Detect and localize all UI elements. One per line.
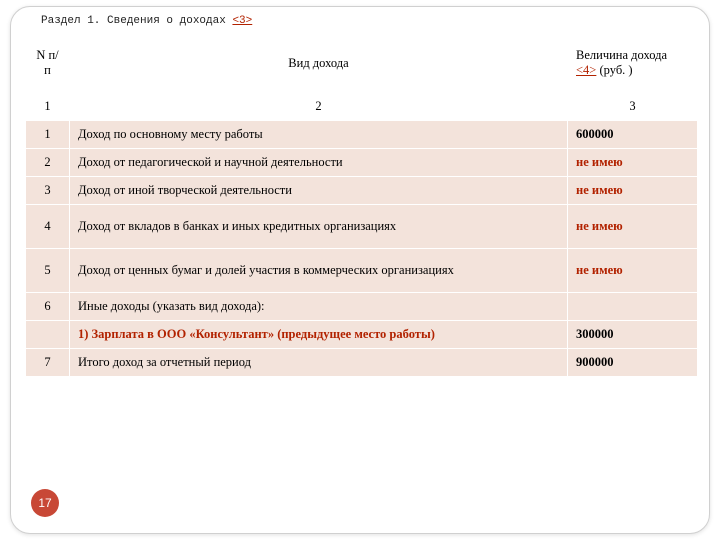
table-row: 2Доход от педагогической и научной деяте… (26, 149, 698, 177)
table-row: 5Доход от ценных бумаг и долей участия в… (26, 249, 698, 293)
col3-suffix: (руб. ) (596, 63, 632, 77)
row-number: 5 (26, 249, 70, 293)
numrow-c2: 2 (70, 93, 568, 121)
row-description: Доход от иной творческой деятельности (70, 177, 568, 205)
row-value: не имею (568, 177, 698, 205)
row-description: Доход по основному месту работы (70, 121, 568, 149)
row-number: 7 (26, 349, 70, 377)
heading-text: Раздел 1. Сведения о доходах (41, 15, 232, 27)
table-row: 7Итого доход за отчетный период900000 (26, 349, 698, 377)
row-value: 300000 (568, 321, 698, 349)
numrow-c3: 3 (568, 93, 698, 121)
row-value: не имею (568, 205, 698, 249)
row-description: 1) Зарплата в ООО «Консультант» (предыду… (70, 321, 568, 349)
table-row: 1) Зарплата в ООО «Консультант» (предыду… (26, 321, 698, 349)
row-value: не имею (568, 249, 698, 293)
row-number: 2 (26, 149, 70, 177)
numrow-c1: 1 (26, 93, 70, 121)
income-table: N п/п Вид дохода Величина дохода <4> (ру… (25, 37, 698, 377)
page-number-badge: 17 (31, 489, 59, 517)
row-number: 3 (26, 177, 70, 205)
table-body: 1Доход по основному месту работы6000002Д… (26, 121, 698, 377)
row-value: 600000 (568, 121, 698, 149)
section-heading: Раздел 1. Сведения о доходах <3> (41, 15, 252, 27)
table-row: 3Доход от иной творческой деятельностине… (26, 177, 698, 205)
row-description: Доход от вкладов в банках и иных кредитн… (70, 205, 568, 249)
row-number: 1 (26, 121, 70, 149)
row-description: Итого доход за отчетный период (70, 349, 568, 377)
row-value (568, 293, 698, 321)
row-description: Иные доходы (указать вид дохода): (70, 293, 568, 321)
row-description: Доход от педагогической и научной деятел… (70, 149, 568, 177)
table-number-row: 1 2 3 (26, 93, 698, 121)
row-number (26, 321, 70, 349)
row-number: 4 (26, 205, 70, 249)
slide-card: Раздел 1. Сведения о доходах <3> N п/п В… (10, 6, 710, 534)
table-row: 1Доход по основному месту работы600000 (26, 121, 698, 149)
row-description: Доход от ценных бумаг и долей участия в … (70, 249, 568, 293)
table-header-row: N п/п Вид дохода Величина дохода <4> (ру… (26, 38, 698, 93)
col3-line1: Величина дохода (576, 48, 667, 62)
table-row: 4Доход от вкладов в банках и иных кредит… (26, 205, 698, 249)
row-value: не имею (568, 149, 698, 177)
heading-ref-link[interactable]: <3> (232, 15, 252, 27)
col3-ref-link[interactable]: <4> (576, 63, 596, 77)
table-row: 6Иные доходы (указать вид дохода): (26, 293, 698, 321)
col-header-type: Вид дохода (70, 38, 568, 93)
col-header-amount: Величина дохода <4> (руб. ) (568, 38, 698, 93)
row-value: 900000 (568, 349, 698, 377)
row-number: 6 (26, 293, 70, 321)
col-header-number: N п/п (26, 38, 70, 93)
